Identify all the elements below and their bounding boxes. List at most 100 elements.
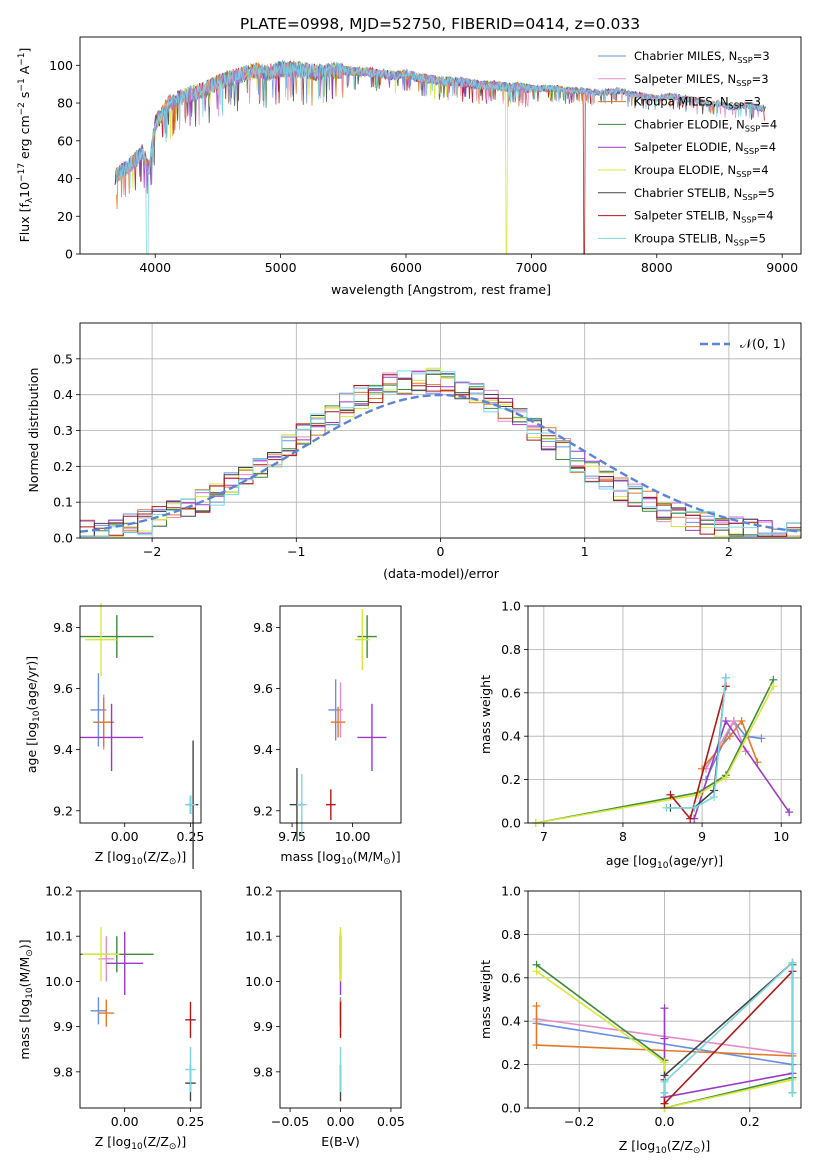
axes-spectrum: 4000 5000 6000 7000 8000 9000 0 20 40 60 80 100 Chab… xyxy=(17,36,802,297)
y-tick-label: 10.1 xyxy=(245,929,273,944)
y-tick-label: 80 xyxy=(57,96,73,111)
y-tick-label: 60 xyxy=(57,133,73,148)
x-tick-label: 9 xyxy=(698,829,706,844)
legend-label: Kroupa MILES, NSSP=3 xyxy=(634,95,761,111)
axes-frame xyxy=(79,36,802,255)
legend-label: 𝒩(0, 1) xyxy=(740,336,786,351)
y-tick-label: 0.4 xyxy=(501,729,521,744)
y-tick-label: 0.5 xyxy=(53,351,73,366)
weight-line-kroupa-elodie xyxy=(535,685,775,824)
figure-title: PLATE=0998, MJD=52750, FIBERID=0414, z=0… xyxy=(240,15,640,33)
weight-line-kroupa-stelib xyxy=(666,677,727,809)
y-tick-label: 100 xyxy=(49,58,73,73)
y-tick-label: 0.2 xyxy=(501,772,521,787)
y-tick-label: 20 xyxy=(57,209,73,224)
y-tick-label: 10.2 xyxy=(45,884,73,899)
x-tick-label: 6000 xyxy=(390,260,422,275)
axes-frame xyxy=(279,890,402,1109)
x-axis-label: E(B-V) xyxy=(321,1134,360,1149)
y-tick-label: 0 xyxy=(65,247,73,262)
y-tick-label: 9.9 xyxy=(53,1019,73,1034)
weight-line-chabrier-miles xyxy=(705,719,762,780)
x-tick-label: −2 xyxy=(143,544,161,559)
legend-label: Kroupa ELODIE, NSSP=4 xyxy=(634,163,769,179)
y-tick-label: 0.6 xyxy=(501,685,521,700)
y-tick-label: 10.0 xyxy=(245,974,273,989)
x-tick-label: 8 xyxy=(619,829,627,844)
axes-frame xyxy=(527,890,802,1109)
x-tick-label: 5000 xyxy=(265,260,297,275)
y-tick-label: 9.4 xyxy=(253,742,273,757)
x-tick-label: 10.00 xyxy=(335,829,371,844)
y-axis-label: Normed distribution xyxy=(26,368,41,493)
y-tick-label: 10.0 xyxy=(45,974,73,989)
legend-label: Kroupa STELIB, NSSP=5 xyxy=(634,231,766,247)
axes-mass-vs-ebv: −0.05 0.00 0.05 9.8 9.9 10.0 10.1 10.2 E(B-V) xyxy=(245,884,405,1150)
x-tick-label: 8000 xyxy=(641,260,673,275)
x-axis-label: Z [log10(Z/Z⊙)] xyxy=(95,1134,186,1152)
y-tick-label: 9.8 xyxy=(253,620,273,635)
y-tick-label: 0.0 xyxy=(53,531,73,546)
y-tick-label: 0.8 xyxy=(501,927,521,942)
legend-label: Chabrier STELIB, NSSP=5 xyxy=(634,186,775,202)
x-tick-label: 0.05 xyxy=(377,1114,405,1129)
x-tick-label: 0.00 xyxy=(111,829,139,844)
y-axis-label: age [log10(age/yr)] xyxy=(24,656,42,773)
spectrum-line-kroupa-stelib xyxy=(116,60,765,255)
x-axis-label: Z [log10(Z/Z⊙)] xyxy=(619,1138,710,1156)
x-tick-label: 2 xyxy=(725,544,733,559)
y-tick-label: 9.2 xyxy=(253,803,273,818)
x-tick-label: −0.05 xyxy=(271,1114,309,1129)
normal-curve xyxy=(79,393,802,533)
x-tick-label: 10 xyxy=(773,829,789,844)
x-tick-label: 9000 xyxy=(766,260,798,275)
axes-age-vs-Z: 0.00 0.25 9.2 9.4 9.6 9.8 Z [log10(Z/Z⊙)] age [… xyxy=(24,602,205,869)
histogram-kroupa-stelib xyxy=(80,370,801,537)
x-axis-label: Z [log10(Z/Z⊙)] xyxy=(95,849,186,867)
y-tick-label: 0.0 xyxy=(501,816,521,831)
x-tick-label: 0.2 xyxy=(740,1114,760,1129)
x-tick-label: 0.00 xyxy=(327,1114,355,1129)
y-tick-label: 0.6 xyxy=(501,970,521,985)
y-tick-label: 40 xyxy=(57,171,73,186)
legend-label: Salpeter ELODIE, NSSP=4 xyxy=(634,140,776,156)
y-tick-label: 9.8 xyxy=(53,620,73,635)
x-tick-label: 0.25 xyxy=(177,829,205,844)
y-tick-label: 10.1 xyxy=(45,929,73,944)
x-axis-label: mass [log10(M/M⊙)] xyxy=(280,849,400,867)
x-axis-label: wavelength [Angstrom, rest frame] xyxy=(331,282,551,297)
histogram-kroupa-miles xyxy=(80,382,801,537)
y-tick-label: 1.0 xyxy=(501,599,521,614)
y-tick-label: 0.2 xyxy=(501,1057,521,1072)
axes-age-vs-mass: 9.75 10.00 9.2 9.4 9.6 9.8 mass [log10(M/M⊙)] xyxy=(253,605,402,867)
axes-frame xyxy=(79,890,202,1109)
axes-frame xyxy=(527,605,802,824)
y-tick-label: 10.2 xyxy=(245,884,273,899)
y-tick-label: 9.6 xyxy=(253,681,273,696)
y-tick-label: 9.8 xyxy=(53,1064,73,1079)
y-tick-label: 0.4 xyxy=(53,387,73,402)
y-tick-label: 9.2 xyxy=(53,803,73,818)
x-tick-label: 7 xyxy=(540,829,548,844)
y-tick-label: 1.0 xyxy=(501,884,521,899)
axes-weight-vs-age: 7 8 9 10 0.0 0.2 0.4 0.6 0.8 1.0 age [log10(age/yr… xyxy=(478,599,802,871)
x-tick-label: 9.75 xyxy=(278,829,306,844)
y-tick-label: 0.0 xyxy=(501,1101,521,1116)
axes-frame xyxy=(279,605,402,824)
y-tick-label: 0.3 xyxy=(53,423,73,438)
weight-line-kroupa-stelib xyxy=(663,960,794,1093)
y-tick-label: 9.8 xyxy=(253,1064,273,1079)
weight-line-chabrier-elodie xyxy=(535,679,775,824)
y-tick-label: 0.1 xyxy=(53,495,73,510)
spectrum-legend: Chabrier MILES, NSSP=3 Salpeter MILES, NS… xyxy=(598,49,777,247)
y-axis-label: mass weight xyxy=(478,675,493,754)
legend-label: Salpeter STELIB, NSSP=4 xyxy=(634,209,774,225)
x-tick-label: −1 xyxy=(287,544,305,559)
legend-label: Salpeter MILES, NSSP=3 xyxy=(634,72,769,88)
histogram-chabrier-stelib xyxy=(80,373,801,537)
axes-mass-vs-Z: 0.00 0.25 9.8 9.9 10.0 10.1 10.2 Z [log10(Z/Z⊙)… xyxy=(17,884,204,1153)
axes-frame xyxy=(79,322,802,539)
y-axis-label: mass [log10(M/M⊙)] xyxy=(17,939,35,1059)
x-tick-label: 7000 xyxy=(516,260,548,275)
